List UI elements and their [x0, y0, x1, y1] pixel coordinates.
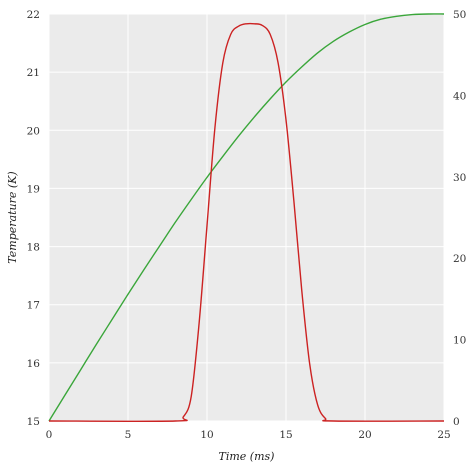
y2-tick-label: 30: [453, 172, 466, 184]
y2-tick-label: 0: [453, 416, 460, 428]
y2-tick-label: 50: [453, 9, 466, 21]
plot-background: [49, 14, 444, 421]
y2-tick-label: 40: [453, 90, 466, 102]
gridlines: [48, 13, 445, 422]
y-tick-label: 18: [27, 242, 40, 254]
tick-labels: 0 5 10 15 20 25 15 16 17 18 19 20 21 22 0 10 20 30 40 50: [27, 9, 467, 441]
y-tick-label: 20: [27, 125, 40, 137]
series-layer: [48, 13, 445, 423]
series-line-left-axis: [48, 13, 445, 422]
x-tick-label: 15: [279, 429, 292, 441]
y-tick-label: 16: [27, 358, 41, 370]
y2-tick-label: 10: [453, 335, 466, 347]
y-tick-label: 22: [27, 9, 40, 21]
x-tick-label: 0: [46, 429, 53, 441]
series-line-right-axis: [48, 22, 445, 423]
y-tick-label: 15: [27, 416, 40, 428]
x-tick-label: 25: [437, 429, 450, 441]
y-tick-label: 17: [27, 300, 40, 312]
x-tick-label: 10: [200, 429, 213, 441]
x-tick-label: 5: [125, 429, 132, 441]
y-tick-label: 21: [27, 67, 40, 79]
y2-tick-label: 20: [453, 253, 466, 265]
x-tick-label: 20: [358, 429, 371, 441]
y-tick-label: 19: [27, 183, 40, 195]
y-axis-label: Temperature (K): [6, 171, 19, 263]
x-axis-label: Time (ms): [219, 450, 275, 463]
